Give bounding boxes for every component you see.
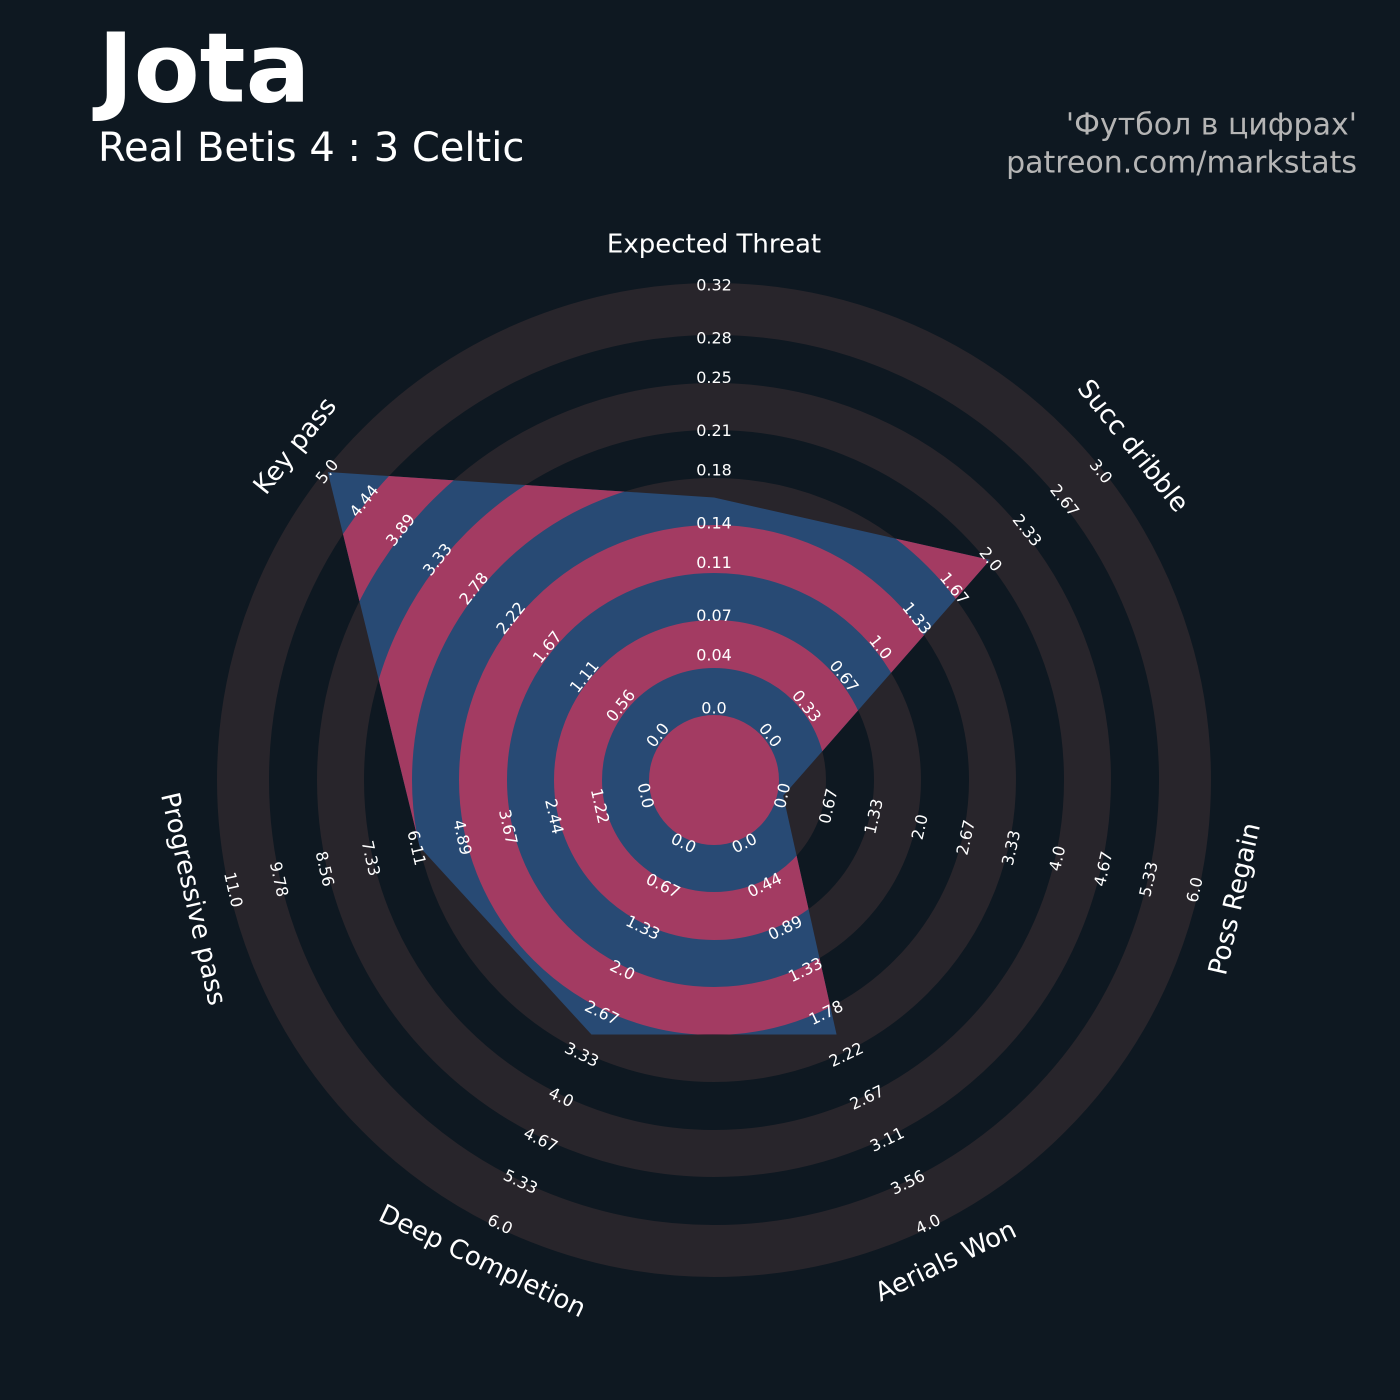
tick-label: 0.0 [701, 699, 726, 718]
tick-label: 0.14 [696, 513, 732, 532]
subtitle: Real Betis 4 : 3 Celtic [98, 125, 524, 171]
param-label: Poss Regain [1203, 820, 1267, 978]
credit: 'Футбол в цифрах' [1066, 108, 1357, 143]
param-label: Expected Threat [607, 230, 821, 260]
tick-label: 0.21 [696, 421, 732, 440]
ring-band [649, 715, 779, 845]
credit: patreon.com/markstats [1006, 146, 1357, 181]
tick-label: 0.28 [696, 328, 732, 347]
tick-label: 0.18 [696, 461, 732, 480]
title: Jota [92, 12, 310, 124]
tick-label: 0.11 [696, 553, 732, 572]
tick-label: 0.04 [696, 646, 732, 665]
tick-label: 0.25 [696, 368, 732, 387]
tick-label: 0.32 [696, 276, 732, 295]
tick-label: 0.07 [696, 606, 732, 625]
